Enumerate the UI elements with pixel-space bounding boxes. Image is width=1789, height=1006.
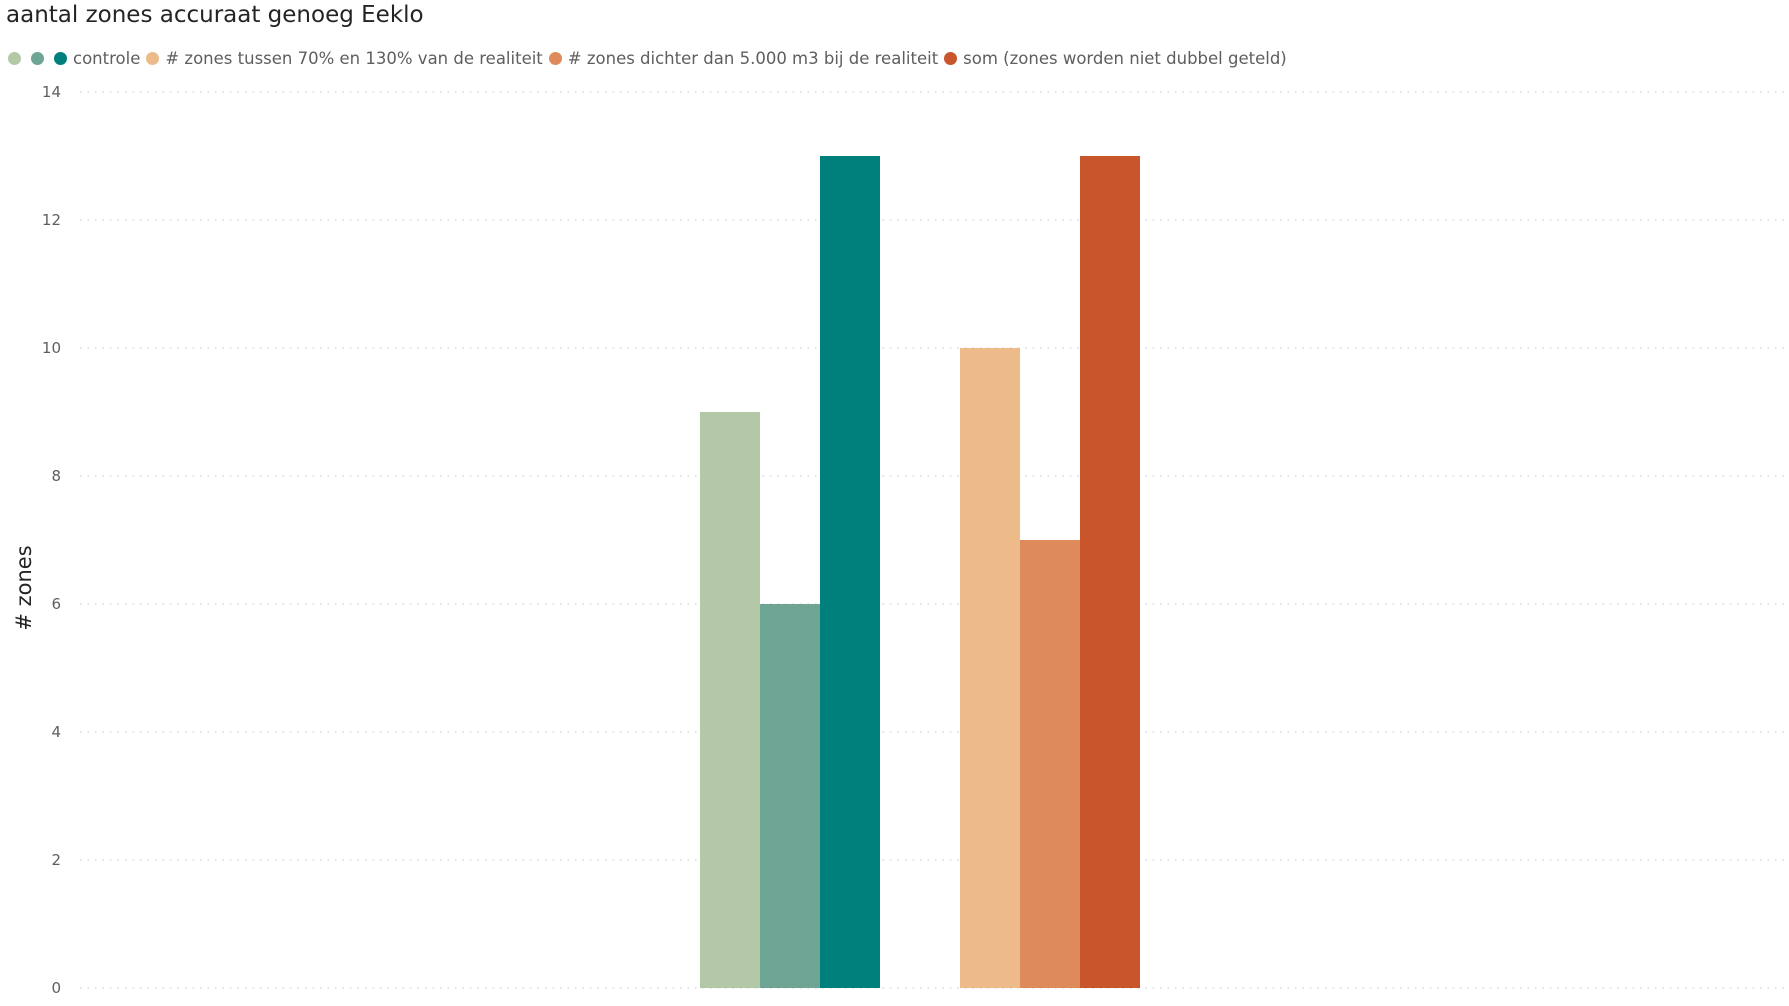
legend-item[interactable] xyxy=(31,51,50,65)
legend: controle # zones tussen 70% en 130% van d… xyxy=(8,46,1293,70)
bar[interactable] xyxy=(960,348,1020,988)
legend-label: controle xyxy=(73,48,141,68)
legend-swatch xyxy=(146,51,160,65)
bars xyxy=(700,156,1140,988)
y-axis-ticks: 0 2 4 6 8 10 12 14 xyxy=(42,83,61,997)
legend-item[interactable] xyxy=(8,51,27,65)
y-tick-label: 10 xyxy=(42,339,61,357)
y-tick-label: 4 xyxy=(51,723,61,741)
bar[interactable] xyxy=(760,604,820,988)
legend-item[interactable]: # zones dichter dan 5.000 m3 bij de real… xyxy=(548,48,939,68)
legend-swatch xyxy=(944,51,958,65)
bar[interactable] xyxy=(700,412,760,988)
bar[interactable] xyxy=(1080,156,1140,988)
bar[interactable] xyxy=(820,156,880,988)
legend-swatch xyxy=(8,51,21,65)
legend-label: # zones dichter dan 5.000 m3 bij de real… xyxy=(567,48,939,68)
chart-title: aantal zones accuraat genoeg Eeklo xyxy=(6,2,424,28)
legend-item[interactable]: som (zones worden niet dubbel geteld) xyxy=(944,49,1287,68)
legend-swatch xyxy=(54,51,67,65)
y-tick-label: 0 xyxy=(51,979,61,997)
y-tick-label: 12 xyxy=(42,211,61,229)
legend-swatch xyxy=(31,51,44,65)
y-tick-label: 8 xyxy=(51,467,61,485)
y-tick-label: 6 xyxy=(51,595,61,613)
y-axis-title: # zones xyxy=(12,545,36,630)
legend-label: # zones tussen 70% en 130% van de realit… xyxy=(165,48,543,68)
legend-swatch xyxy=(548,51,562,65)
gridlines xyxy=(80,91,1785,989)
y-tick-label: 14 xyxy=(42,83,61,101)
legend-item[interactable]: # zones tussen 70% en 130% van de realit… xyxy=(146,48,543,68)
y-tick-label: 2 xyxy=(51,851,61,869)
legend-label: som (zones worden niet dubbel geteld) xyxy=(963,48,1287,68)
bar[interactable] xyxy=(1020,540,1080,988)
legend-item[interactable]: controle xyxy=(54,49,140,68)
